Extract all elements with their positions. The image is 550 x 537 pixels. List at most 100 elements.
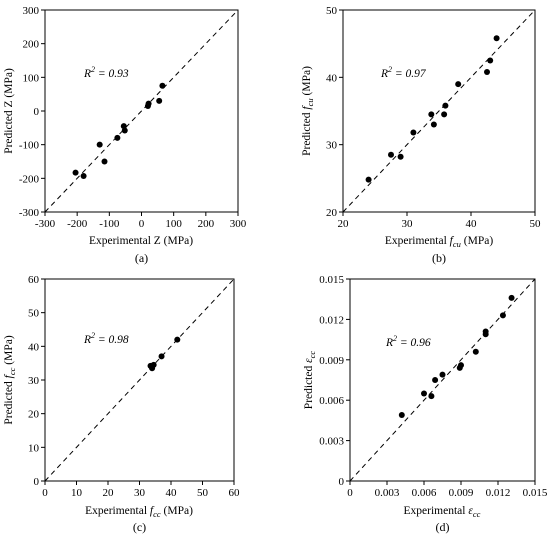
r-squared-label: R2 = 0.98 — [83, 331, 129, 346]
data-point — [388, 151, 394, 158]
y-axis-label: Predicted fcu (MPa) — [301, 66, 315, 156]
data-point — [484, 68, 490, 75]
y-tick-label: 0.003 — [319, 436, 344, 448]
x-tick-label: 0.015 — [523, 487, 548, 499]
y-tick-label: -300 — [19, 207, 40, 219]
data-point — [493, 35, 500, 42]
x-tick-label: 50 — [197, 487, 209, 499]
y-axis-label: Predicted fcc (MPa) — [3, 335, 17, 424]
x-axis-label: Experimental εcc — [404, 505, 481, 519]
y-tick-label: 100 — [23, 72, 40, 84]
x-tick-label: 100 — [165, 218, 182, 230]
data-point — [114, 134, 121, 141]
data-point — [365, 176, 372, 183]
x-axis-label: Experimental Z (MPa) — [89, 235, 193, 247]
data-point — [439, 371, 446, 378]
panel-caption: (d) — [436, 520, 450, 534]
data-point — [482, 328, 489, 335]
x-tick-label: 0.009 — [449, 487, 474, 499]
y-tick-label: 20 — [28, 409, 40, 421]
y-tick-label: -100 — [19, 140, 40, 152]
y-axis-label: Predicted εcc — [303, 351, 317, 410]
y-tick-label: 0.015 — [319, 274, 344, 286]
data-point — [121, 127, 128, 134]
r-squared-label: R2 = 0.96 — [385, 334, 431, 349]
x-tick-label: 200 — [198, 218, 215, 230]
y-tick-label: 50 — [28, 308, 40, 320]
x-axis-label: Experimental fcc (MPa) — [85, 505, 193, 519]
x-tick-label: -300 — [35, 218, 56, 230]
identity-line — [44, 278, 235, 482]
data-point — [159, 82, 166, 89]
y-tick-label: 0.009 — [319, 355, 344, 367]
x-tick-label: 0.012 — [486, 487, 511, 499]
scatter-panel-a: -300 -200 -100 0 100 200 300 -300 -200 -100 0 100 20… — [3, 5, 247, 265]
y-tick-label: 200 — [23, 39, 40, 51]
data-point — [430, 121, 437, 128]
data-point — [398, 412, 405, 419]
plot-frame — [342, 9, 536, 213]
x-tick-label: 10 — [71, 487, 83, 499]
x-tick-label: 50 — [530, 218, 542, 230]
x-tick-label: 20 — [103, 487, 115, 499]
data-point — [72, 169, 79, 176]
y-tick-label: 40 — [28, 341, 40, 353]
y-tick-label: 50 — [326, 5, 338, 17]
y-tick-label: 0 — [34, 476, 40, 488]
identity-line — [349, 278, 536, 482]
data-point — [410, 129, 417, 136]
data-point — [455, 81, 462, 88]
x-tick-label: 30 — [402, 218, 414, 230]
y-tick-label: 60 — [28, 274, 40, 286]
y-tick-label: 30 — [326, 140, 338, 152]
identity-line — [44, 9, 239, 213]
x-tick-label: -100 — [99, 218, 120, 230]
x-tick-label: 60 — [229, 487, 241, 499]
data-point — [499, 312, 506, 319]
scatter-panel-b: 20 30 40 50 20 30 40 50 R2 = 0.97 Experimental fc… — [301, 5, 541, 265]
y-tick-label: 0 — [34, 106, 40, 118]
data-point — [145, 100, 152, 107]
r-squared-label: R2 = 0.97 — [380, 65, 427, 80]
data-point — [421, 390, 427, 397]
y-axis-label: Predicted Z (MPa) — [3, 68, 15, 154]
data-point — [80, 172, 87, 179]
x-tick-label: 30 — [134, 487, 146, 499]
x-tick-label: 300 — [230, 218, 247, 230]
y-tick-label: 40 — [326, 72, 338, 84]
x-tick-label: 0 — [139, 218, 145, 230]
data-point — [432, 377, 439, 383]
x-tick-label: -200 — [67, 218, 88, 230]
data-point — [508, 294, 515, 301]
y-tick-label: 0.006 — [319, 395, 344, 407]
data-point — [96, 141, 103, 148]
x-tick-label: 40 — [466, 218, 478, 230]
data-point — [472, 348, 479, 355]
y-tick-label: 0.012 — [319, 314, 344, 326]
data-point — [428, 393, 435, 400]
r-squared-label: R2 = 0.93 — [83, 65, 129, 80]
x-tick-label: 0.006 — [412, 487, 437, 499]
data-point — [487, 57, 494, 64]
data-point — [442, 102, 449, 109]
identity-line — [342, 9, 536, 213]
panel-caption: (a) — [135, 251, 148, 265]
y-tick-label: 300 — [23, 5, 40, 17]
data-point — [174, 336, 181, 343]
x-tick-label: 20 — [338, 218, 350, 230]
scatter-panel-d: 0 0.003 0.006 0.009 0.012 0.015 0 0.003 0.006 0.0… — [303, 274, 548, 534]
x-tick-label: 0.003 — [375, 487, 400, 499]
x-tick-label: 0 — [347, 487, 353, 499]
y-tick-label: -200 — [19, 173, 40, 185]
data-point — [158, 353, 165, 360]
x-tick-label: 40 — [166, 487, 178, 499]
data-point — [156, 97, 163, 104]
x-axis-label: Experimental fcu (MPa) — [385, 235, 493, 249]
data-point — [458, 362, 464, 369]
y-tick-label: 20 — [326, 207, 338, 219]
data-point — [150, 361, 157, 368]
data-point — [397, 153, 404, 160]
scatter-panel-c: 0 10 20 30 40 50 60 0 10 20 30 40 50 60 R2 = 0.98 Exper… — [3, 274, 240, 534]
y-tick-label: 10 — [28, 442, 40, 454]
